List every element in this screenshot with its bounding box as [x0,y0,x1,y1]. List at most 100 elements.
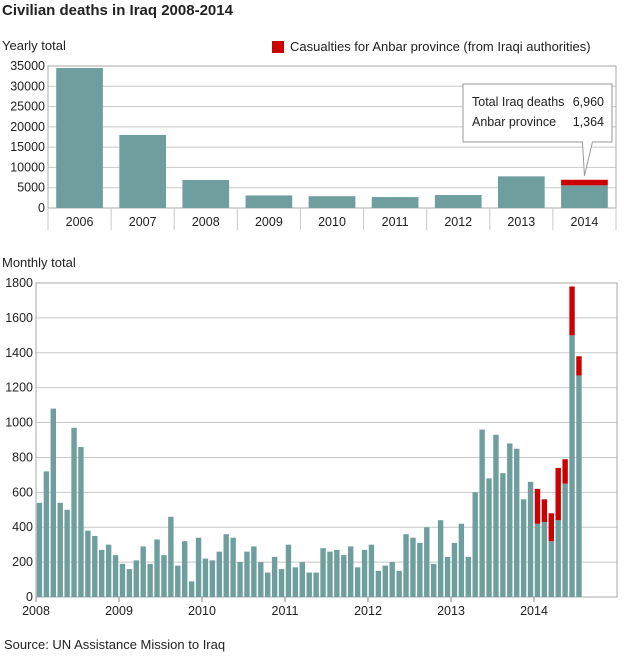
monthly-bar [375,570,382,597]
yearly-x-tick-label: 2014 [571,215,599,229]
yearly-y-tick-label: 25000 [10,100,45,114]
monthly-bar-anbar [548,513,554,542]
monthly-bar [458,523,465,597]
monthly-y-tick-label: 400 [12,520,33,534]
monthly-bar [361,549,368,597]
monthly-bar [92,535,98,597]
monthly-y-tick-label: 600 [12,485,33,499]
monthly-bar [410,537,416,597]
yearly-x-tick-label: 2006 [66,215,94,229]
monthly-bar-anbar [569,286,575,336]
monthly-bar [36,502,43,597]
monthly-chart-subtitle: Monthly total [2,255,76,270]
monthly-bar [493,434,499,597]
monthly-bar [216,551,222,597]
monthly-bar [382,565,388,597]
monthly-bar-anbar [541,499,548,522]
yearly-x-tick-label: 2011 [382,215,409,229]
monthly-bar [334,549,340,597]
monthly-bar [396,570,402,597]
monthly-bar [507,443,513,597]
monthly-bar [168,516,174,597]
monthly-bar [188,581,195,597]
yearly-x-tick-label: 2012 [444,215,472,229]
monthly-bar [71,427,77,597]
yearly-bar-anbar [561,179,608,186]
yearly-bar [371,197,419,208]
monthly-x-tick-label: 2011 [272,604,299,618]
monthly-bar [403,534,409,597]
monthly-y-tick-label: 800 [12,450,33,464]
monthly-bar [271,556,278,597]
monthly-bar [126,569,133,597]
yearly-y-tick-label: 15000 [10,140,45,154]
monthly-bar [292,567,299,597]
monthly-y-tick-label: 1800 [5,276,33,290]
yearly-bar [182,180,230,208]
annotation-value: 1,364 [573,115,604,129]
monthly-bar [237,562,243,597]
monthly-y-tick-label: 1200 [5,381,33,395]
monthly-y-tick-label: 0 [26,590,33,604]
yearly-x-tick-label: 2009 [255,215,283,229]
yearly-bar [56,68,103,209]
monthly-bar [444,556,451,597]
monthly-x-tick-label: 2010 [188,604,216,618]
monthly-bar [472,492,478,597]
monthly-bar [85,530,91,597]
monthly-bar [195,537,202,597]
monthly-bar [99,549,105,597]
monthly-bar [244,551,250,597]
monthly-bar [57,502,63,597]
monthly-bar [431,563,437,597]
monthly-bar [348,546,354,597]
monthly-bar [320,548,326,597]
monthly-bar [555,520,561,597]
monthly-bar [486,478,492,597]
annotation-value: 6,960 [573,95,604,109]
monthly-bar [437,520,444,597]
monthly-bar-anbar [555,467,561,521]
monthly-bar [112,555,119,597]
yearly-bar [119,134,167,208]
monthly-x-tick-label: 2008 [22,604,50,618]
monthly-bar [265,572,271,597]
monthly-bar [576,375,582,597]
yearly-x-tick-label: 2013 [507,215,535,229]
monthly-bar [230,537,236,597]
monthly-bar [258,562,264,597]
monthly-y-tick-label: 1600 [5,311,33,325]
monthly-bar [64,509,70,597]
source-note: Source: UN Assistance Mission to Iraq [4,637,226,652]
monthly-x-tick-label: 2014 [520,604,548,618]
monthly-bar [313,572,319,597]
yearly-bar [245,195,293,208]
monthly-bar [161,555,167,597]
monthly-bar [327,551,333,597]
yearly-y-tick-label: 20000 [10,120,45,134]
monthly-bar [133,560,139,597]
monthly-bar [527,481,534,597]
monthly-bar [209,560,216,597]
monthly-bar [451,542,458,597]
legend-label-anbar: Casualties for Anbar province (from Iraq… [290,39,591,54]
monthly-bar [43,471,50,597]
monthly-bar [368,544,375,597]
monthly-x-tick-label: 2009 [105,604,133,618]
page-title: Civilian deaths in Iraq 2008-2014 [2,2,233,19]
yearly-y-tick-label: 35000 [10,59,45,73]
monthly-bar [514,448,520,597]
monthly-y-tick-label: 200 [12,555,33,569]
monthly-y-tick-label: 1400 [5,346,33,360]
monthly-bar [548,541,554,597]
monthly-bar [285,544,292,597]
monthly-bar [562,483,568,597]
monthly-bar [424,527,430,597]
monthly-bar-anbar [576,356,582,376]
monthly-bar [147,563,153,597]
monthly-bar [541,521,548,597]
monthly-bar [175,565,181,597]
yearly-x-tick-label: 2007 [129,215,157,229]
monthly-bar [354,567,361,597]
